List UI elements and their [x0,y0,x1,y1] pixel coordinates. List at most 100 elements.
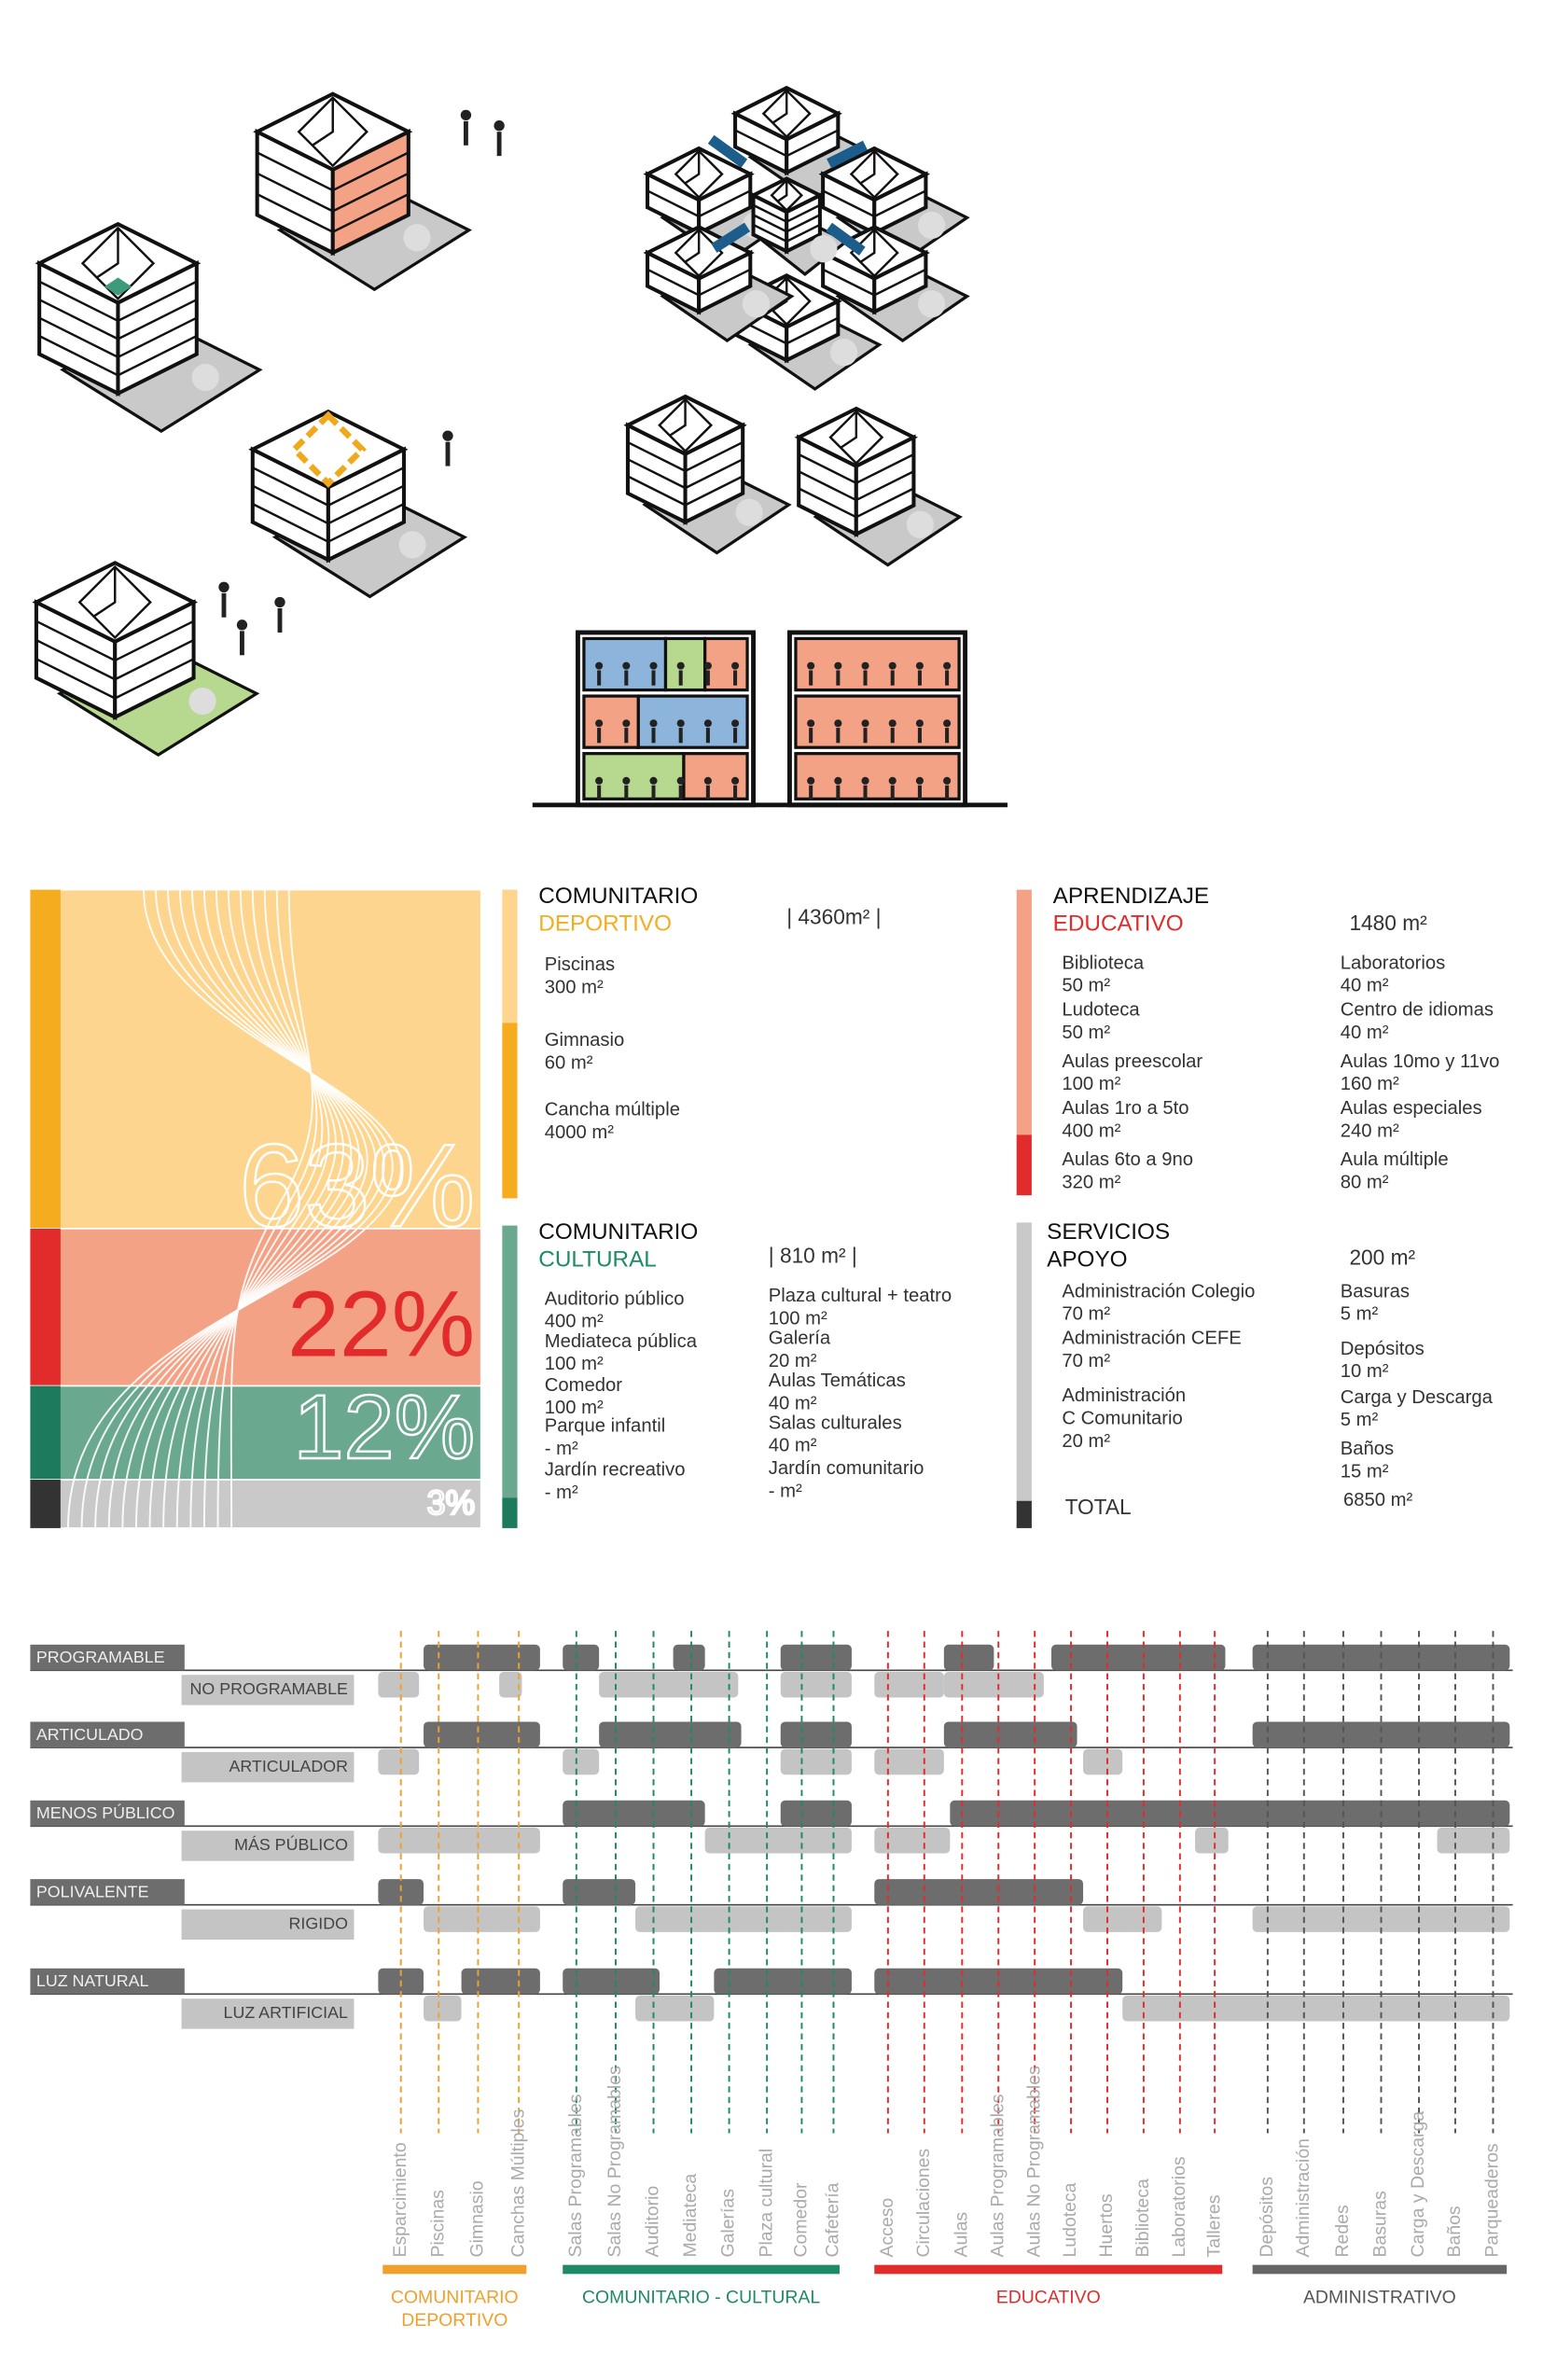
figure [703,776,712,785]
trait-bar-light [1083,1748,1123,1775]
floor-line [646,268,751,297]
item-area: 300 m² [545,977,604,997]
item-name: Administración CEFE [1062,1329,1241,1349]
tree [906,510,934,538]
trait-bar-dark [461,1968,540,1995]
section-cell [794,636,961,692]
group-band [874,2264,1223,2275]
item-name: Aula múltiple [1341,1149,1449,1170]
category-bar [1016,1222,1032,1501]
trait-bar-light [599,1671,739,1698]
figure [676,719,685,728]
column-label: Circulaciones [913,2149,934,2258]
item-name: Aulas 6to a 9no [1062,1149,1193,1170]
trait-bar-light [1122,1995,1510,2022]
item-area: 400 m² [1062,1120,1120,1141]
arrow [826,222,866,256]
item-name: Carga y Descarga [1341,1387,1494,1408]
floor-line [627,475,744,507]
roof-inner [658,397,714,453]
item-area: 70 m² [1062,1304,1110,1325]
item-area: 240 m² [1341,1120,1399,1141]
trait-bar-dark [943,1644,994,1671]
roof-inner [297,96,368,168]
building [818,146,970,264]
item-area: - m² [545,1482,578,1503]
figure [649,719,658,728]
column-label: Basuras [1370,2191,1391,2258]
row-label-box-light [181,1830,354,1861]
floor-line [627,440,744,473]
tree [829,339,858,367]
roof-inner [849,149,899,200]
column-label: Administración [1293,2138,1314,2257]
column-label: Biblioteca [1133,2178,1153,2257]
item-name: Depósitos [1341,1339,1425,1359]
column-label: Parqueaderos [1482,2143,1503,2257]
item-name: Aulas especiales [1341,1098,1482,1119]
area-strip [30,1480,61,1528]
tree [191,363,219,392]
block-total: | 4360m² | [786,904,881,928]
item-name: Aulas 1ro a 5to [1062,1098,1189,1119]
item-area: 100 m² [545,1354,604,1374]
figure [861,661,869,670]
item-area: 100 m² [769,1309,827,1329]
column-label: Gimnasio [467,2180,488,2257]
trait-bar-dark [874,1879,1084,1905]
trait-bar-light [874,1671,944,1698]
block-subtitle: DEPORTIVO [538,911,672,936]
roof-diag [772,90,788,124]
column-label: Esparcimiento [390,2142,410,2257]
figure [595,719,604,728]
block-subtitle: CULTURAL [538,1246,657,1272]
trait-bar-light [1195,1827,1229,1854]
figure [731,719,740,728]
trait-bar-dark [424,1644,540,1671]
group-band [1252,2264,1508,2275]
row-label-box [30,1879,185,1905]
floor-line [38,280,198,323]
trait-bar-light [424,1906,540,1932]
trait-bar-dark [424,1721,540,1748]
area-strip [30,889,61,1229]
block-subtitle: APOYO [1047,1246,1127,1272]
area-band [29,1228,482,1387]
column-label: Canchas Múltiples [507,2109,528,2257]
column-label: Auditorio [643,2186,663,2258]
floor-line [35,638,195,681]
roof-diag [312,97,334,146]
floor-line [257,193,410,234]
floor-line [734,129,839,158]
figure [676,776,685,785]
percentage: 12% [293,1376,475,1478]
grand-total: 6850 m² [1343,1490,1413,1510]
row-label: ARTICULADOR [229,1757,348,1775]
item-name: Plaza cultural + teatro [769,1286,952,1306]
figure [915,661,924,670]
floor-line [822,268,926,297]
floor-line [35,619,195,662]
column-label: Plaza cultural [756,2149,776,2258]
area-band [29,1385,482,1481]
building [32,561,260,758]
floor-line [38,335,198,377]
item-name: Aulas preescolar [1062,1051,1202,1072]
trait-bar-dark [714,1968,852,1995]
group-band [382,2264,527,2275]
roof-inner [828,410,884,466]
section-cell [794,694,961,749]
row-label: LUZ NATURAL [36,1971,149,1990]
person-head [460,109,472,121]
flow-line [162,889,344,1528]
item-area: 60 m² [545,1052,593,1073]
total-label: TOTAL [1065,1495,1132,1519]
row-label: RIGIDO [289,1914,349,1932]
row-label-box [30,1968,185,1995]
item-name: Jardín recreativo [545,1460,686,1481]
item-name: Ludoteca [1062,1000,1140,1021]
trait-bar-light [635,1995,715,2022]
figure [595,776,604,785]
arrow [707,134,748,168]
